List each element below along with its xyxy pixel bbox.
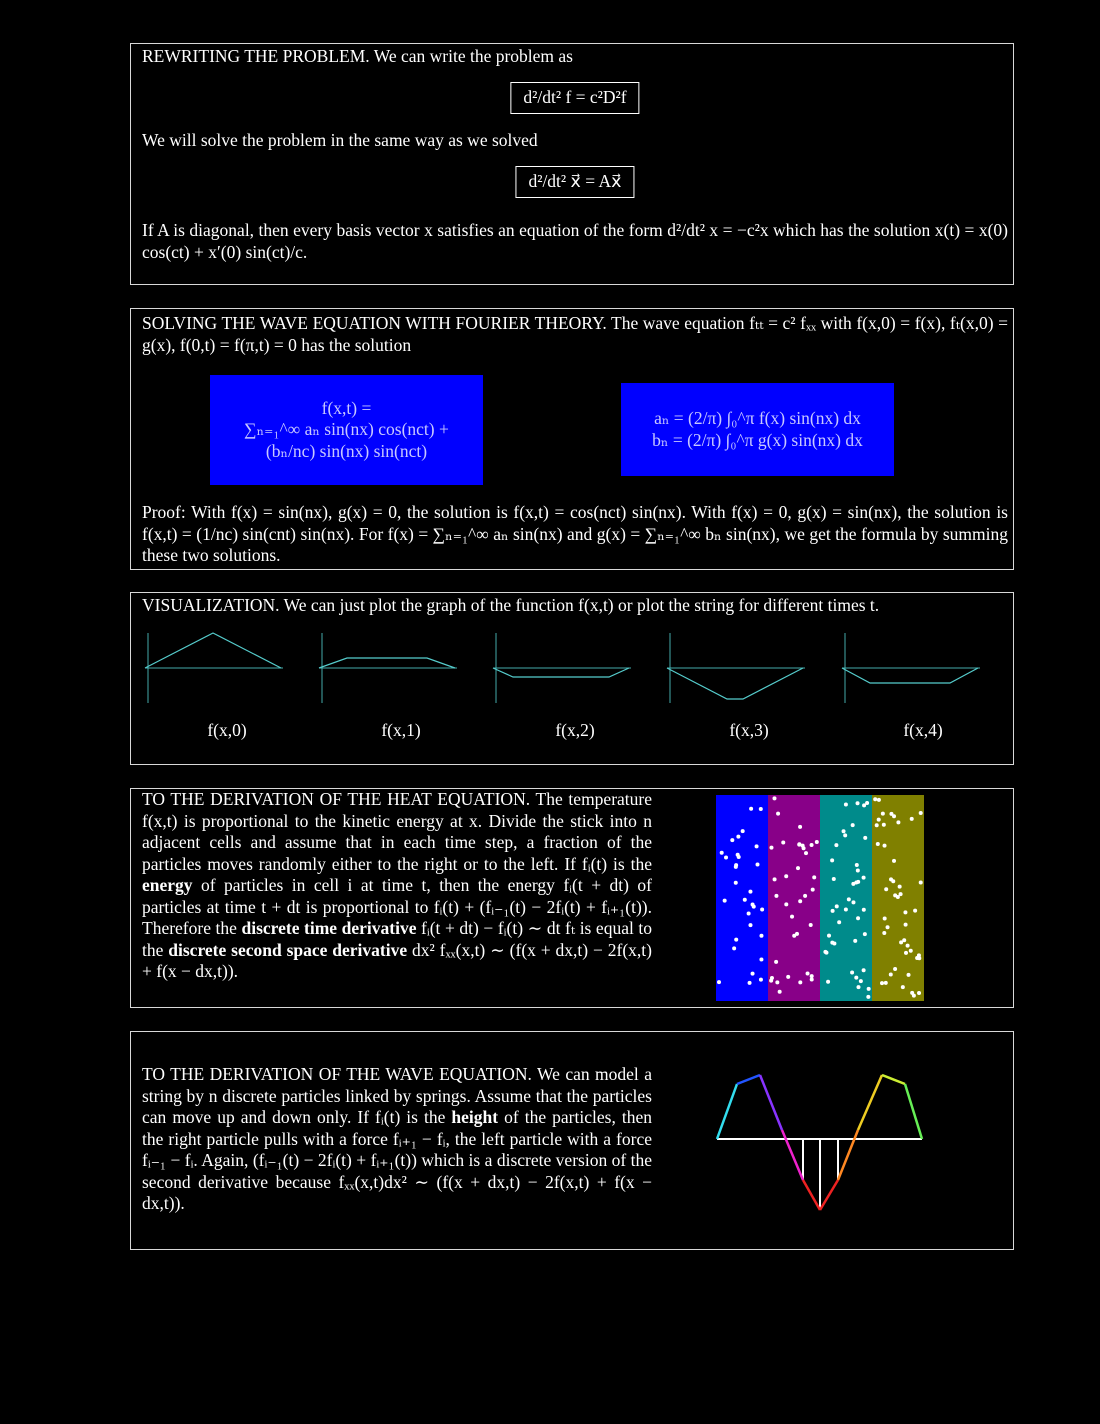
paragraph: TO THE DERIVATION OF THE WAVE EQUATION. … xyxy=(142,1064,652,1215)
bold-text: discrete time derivative xyxy=(241,918,417,938)
equation: d²/dt² f = c²D²f xyxy=(510,82,640,114)
bold-text: height xyxy=(451,1107,499,1127)
solution-box: f(x,t) = ∑ₙ₌₁^∞ aₙ sin(nx) cos(nct) + (bₙ/… xyxy=(210,375,483,485)
proof: Proof: With f(x) = sin(nx), g(x) = 0, th… xyxy=(142,502,1008,565)
formula-line: (bₙ/nc) sin(nx) sin(nct) xyxy=(265,440,428,461)
rewriting-section: REWRITING THE PROBLEM. We can write the … xyxy=(130,43,1014,285)
paragraph: REWRITING THE PROBLEM. We can write the … xyxy=(142,46,573,66)
paragraph: TO THE DERIVATION OF THE HEAT EQUATION. … xyxy=(142,789,652,983)
formula-line: bₙ = (2/π) ∫₀^π g(x) sin(nx) dx xyxy=(652,429,863,450)
visualization-section: VISUALIZATION. We can just plot the grap… xyxy=(130,592,1014,765)
paragraph: VISUALIZATION. We can just plot the grap… xyxy=(142,595,880,615)
text: fᵢ(t + dt) − fᵢ(t) ∼ dt fₜ is equal to t… xyxy=(142,918,652,960)
formula-line: aₙ = (2/π) ∫₀^π f(x) sin(nx) dx xyxy=(654,408,861,428)
paragraph: SOLVING THE WAVE EQUATION WITH FOURIER T… xyxy=(142,313,1008,355)
wave-solution-section: SOLVING THE WAVE EQUATION WITH FOURIER T… xyxy=(130,308,1014,570)
plot-label: f(x,0) xyxy=(207,720,247,740)
coefficient-box: aₙ = (2/π) ∫₀^π f(x) sin(nx) dx bₙ = (2/π… xyxy=(621,383,894,476)
formula-line: ∑ₙ₌₁^∞ aₙ sin(nx) cos(nct) + xyxy=(244,419,449,440)
equation: d²/dt² x⃗ = Ax⃗ xyxy=(515,166,635,198)
paragraph: If A is diagonal, then every basis vecto… xyxy=(142,220,1008,262)
wave-derivation-section: TO THE DERIVATION OF THE WAVE EQUATION. … xyxy=(130,1031,1014,1250)
text: TO THE DERIVATION OF THE WAVE EQUATION. … xyxy=(142,1064,652,1127)
text: of particles in cell i at time t, then t… xyxy=(142,875,652,938)
bold-text: energy xyxy=(142,875,193,895)
heat-section: TO THE DERIVATION OF THE HEAT EQUATION. … xyxy=(130,788,1014,1008)
formula-line: f(x,t) = xyxy=(321,397,372,418)
paragraph: We will solve the problem in the same wa… xyxy=(142,130,538,150)
plot-label: f(x,2) xyxy=(555,720,595,740)
plot-label: f(x,4) xyxy=(903,720,943,740)
plot-label: f(x,3) xyxy=(729,720,769,740)
bold-text: discrete second space derivative xyxy=(168,939,408,960)
text: dx² fₓₓ(x,t) ∼ (f(x + dx,t) − 2f(x,t) + … xyxy=(142,939,652,982)
text: TO THE DERIVATION OF THE HEAT EQUATION. … xyxy=(142,789,652,874)
plot-label: f(x,1) xyxy=(381,720,421,740)
text: of the particles, then the right particl… xyxy=(142,1107,652,1213)
